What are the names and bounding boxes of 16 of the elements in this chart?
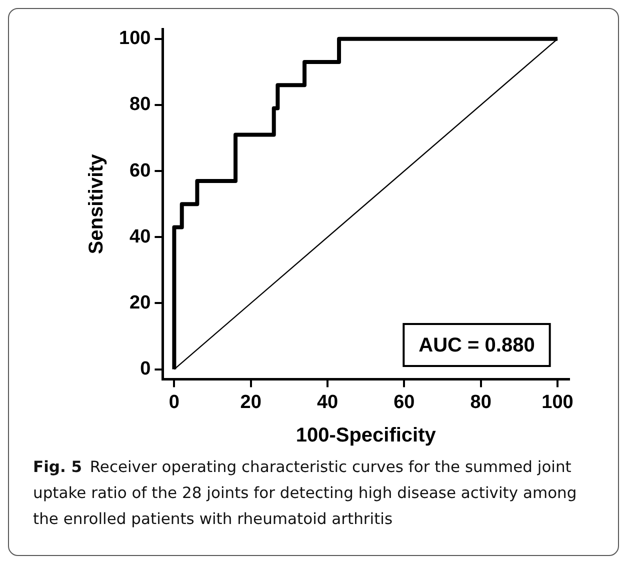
annotation: AUC = 0.880	[418, 334, 535, 356]
x-tick-label: 20	[240, 392, 262, 413]
y-axis-title: Sensitivity	[86, 153, 108, 254]
x-tick-label: 80	[470, 392, 492, 413]
x-tick-label: 60	[394, 392, 415, 413]
y-tick-label: 20	[130, 292, 151, 314]
y-tick-label: 0	[140, 358, 151, 380]
y-tick-label: 40	[130, 226, 151, 248]
x-tick-label: 0	[168, 392, 180, 413]
caption: Fig. 5	[33, 458, 82, 476]
y-tick-label: 60	[130, 160, 151, 182]
x-tick-label: 100	[542, 392, 574, 413]
y-tick-label: 100	[119, 28, 151, 50]
x-axis-title: 100-Specificity	[296, 424, 437, 447]
y-tick-label: 80	[130, 94, 151, 116]
x-tick-label: 40	[316, 392, 338, 413]
